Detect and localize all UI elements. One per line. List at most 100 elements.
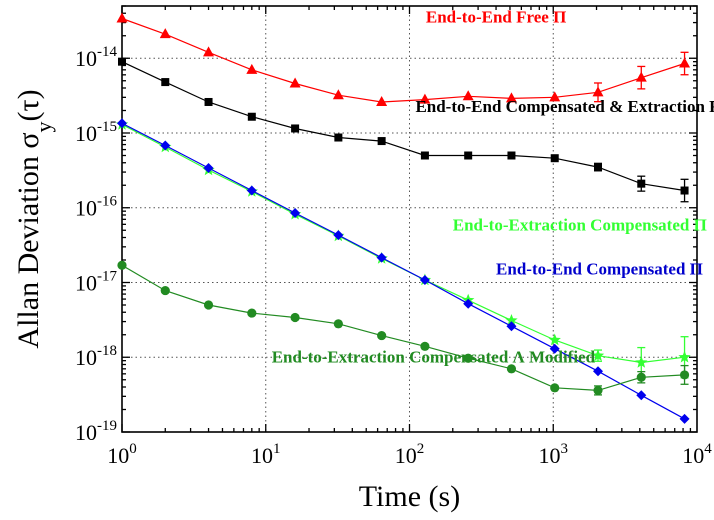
series-line (121, 264, 685, 392)
data-point (377, 330, 387, 341)
data-point (593, 385, 603, 396)
data-point (462, 90, 474, 101)
y-axis-title-tail: (τ) (12, 89, 45, 121)
data-point (203, 46, 215, 57)
y-axis-title-sub: y (31, 121, 56, 132)
series-star (115, 118, 691, 379)
data-point (376, 95, 388, 106)
x-tick-label: 101 (251, 441, 281, 468)
y-tick-exponent: -19 (97, 418, 117, 434)
y-tick-label: 10-17 (75, 268, 117, 295)
data-point (116, 12, 128, 23)
data-point (204, 97, 213, 106)
x-tick-label: 102 (395, 441, 425, 468)
y-tick-base: 10 (75, 420, 97, 445)
data-point (247, 308, 257, 318)
data-point (593, 366, 604, 377)
data-point (419, 275, 430, 286)
x-tick-base: 10 (395, 443, 417, 468)
axis-ticks: 100 101 102 103 10410-1910-1810-1710-1610-15… (75, 5, 712, 468)
data-point (635, 71, 647, 82)
x-tick-exponent: 0 (129, 441, 137, 457)
x-tick-exponent: 1 (273, 441, 281, 457)
data-point (506, 321, 517, 332)
y-tick-exponent: -14 (97, 44, 117, 60)
data-point (289, 77, 301, 88)
y-tick-base: 10 (75, 121, 97, 146)
data-point (246, 63, 258, 74)
data-point (591, 349, 605, 361)
series-annotations: End-to-End Free Π End-to-End Compensated … (272, 8, 714, 367)
grid-lines (122, 6, 697, 432)
data-point (247, 112, 256, 121)
data-point (160, 140, 171, 151)
y-tick-exponent: -18 (97, 343, 117, 359)
y-tick-base: 10 (75, 345, 97, 370)
data-point (203, 300, 214, 310)
y-axis-title-main: Allan Deviation σ (12, 132, 45, 348)
data-point (117, 118, 127, 129)
y-tick-exponent: -16 (97, 194, 117, 210)
x-tick-label: 104 (682, 441, 712, 468)
x-tick-label: 100 (107, 441, 137, 468)
data-point (376, 252, 387, 263)
x-tick-exponent: 2 (417, 441, 425, 457)
data-point (635, 356, 648, 368)
data-point (464, 151, 473, 160)
data-point (548, 333, 561, 346)
y-tick-label: 10-18 (75, 343, 117, 370)
x-tick-exponent: 3 (561, 441, 569, 457)
y-tick-label: 10-19 (75, 418, 117, 445)
data-point (420, 341, 430, 351)
y-tick-label: 10-14 (75, 44, 117, 71)
series-label: End-to-End Free Π (426, 8, 566, 27)
data-point (506, 364, 517, 374)
data-point (333, 230, 344, 241)
series-square (118, 57, 689, 203)
data-point (420, 151, 429, 160)
y-tick-exponent: -17 (97, 268, 117, 284)
data-point (637, 179, 646, 188)
data-point (507, 151, 516, 160)
x-tick-base: 10 (251, 443, 273, 468)
y-tick-base: 10 (75, 270, 97, 295)
data-point (419, 93, 431, 104)
data-point (291, 124, 300, 133)
data-point (161, 78, 170, 87)
series-label: End-to-End Compensated & Extraction Free… (415, 97, 714, 116)
data-point (463, 353, 473, 363)
data-point (679, 370, 690, 380)
data-point (333, 319, 343, 329)
data-point (549, 343, 560, 354)
data-point (377, 137, 386, 146)
data-point (679, 57, 691, 68)
data-point (592, 86, 604, 97)
data-point (505, 314, 518, 326)
data-point (290, 312, 300, 323)
series-line (121, 17, 685, 103)
series-label: End-to-Extraction Compensated Λ Modified (272, 348, 596, 367)
y-tick-label: 10-16 (75, 194, 117, 221)
series-label: End-to-Extraction Compensated Π (453, 215, 707, 234)
data-point (549, 91, 561, 102)
series-circle (117, 260, 690, 396)
data-point (550, 154, 559, 163)
data-point (636, 390, 647, 401)
data-point (159, 28, 171, 39)
x-tick-base: 10 (682, 443, 704, 468)
data-point (334, 133, 343, 142)
series-line (121, 61, 685, 192)
y-tick-base: 10 (75, 196, 97, 221)
data-series (115, 12, 691, 424)
data-point (680, 186, 689, 195)
series-line (121, 122, 685, 420)
series-label: End-to-End Compensated Π (496, 259, 703, 278)
x-tick-base: 10 (107, 443, 129, 468)
data-point (550, 383, 560, 393)
x-tick-base: 10 (539, 443, 561, 468)
data-point (160, 285, 170, 296)
x-tick-exponent: 4 (704, 441, 712, 457)
data-point (118, 57, 126, 66)
data-point (290, 208, 301, 219)
